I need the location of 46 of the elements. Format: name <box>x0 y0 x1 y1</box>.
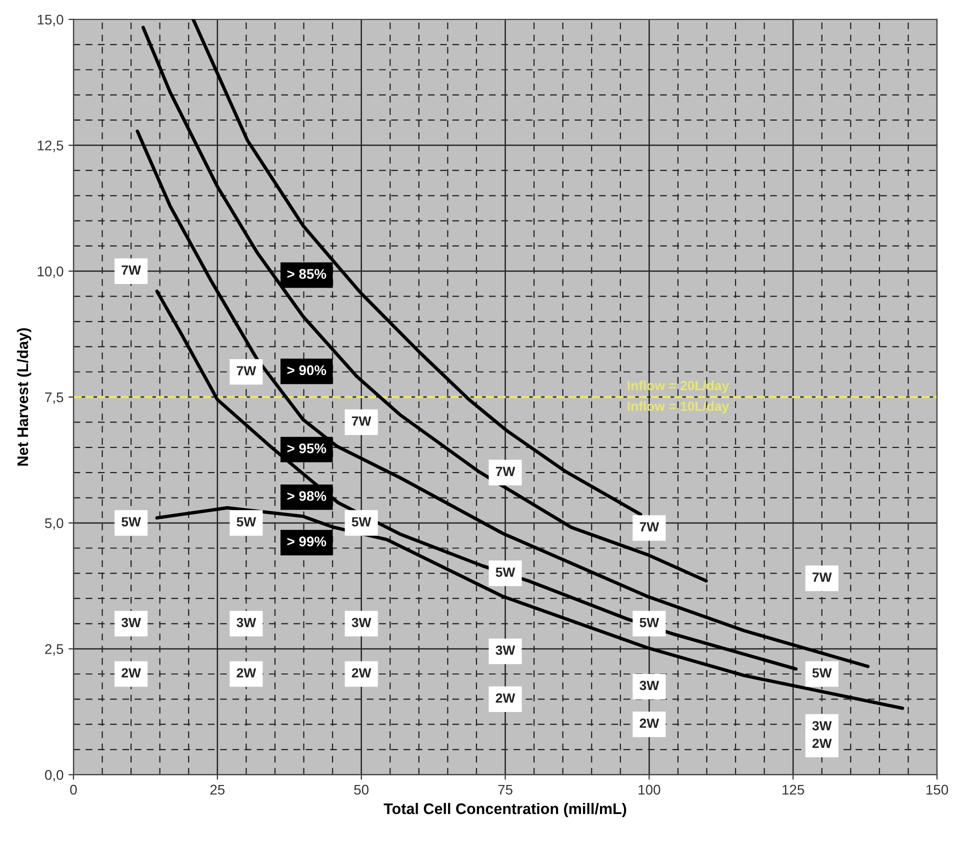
annotation: 2W <box>236 668 256 678</box>
annotation: 3W <box>640 680 660 690</box>
y-tick-label: 12,5 <box>38 140 64 152</box>
y-tick-label: 0,0 <box>45 770 64 782</box>
line-series <box>155 506 904 710</box>
annotation: 2W <box>352 668 372 678</box>
series-label: > 85% <box>287 269 326 279</box>
annotation: 5W <box>496 568 516 577</box>
y-tick-label: 7,5 <box>45 392 64 404</box>
annotation: 2W <box>122 668 141 678</box>
series-label: > 95% <box>287 443 326 454</box>
annotation: 3W <box>496 646 516 655</box>
series-label: > 90% <box>287 365 326 376</box>
annotation: 5W <box>352 517 372 527</box>
x-tick-label: 25 <box>210 784 225 795</box>
annotation: 7W <box>122 266 141 275</box>
annotation: 5W <box>812 668 832 678</box>
series-label: > 99% <box>287 536 326 546</box>
annotation: 7W <box>640 522 660 532</box>
x-tick-label: 0 <box>70 784 77 795</box>
annotation: 3W <box>236 618 256 628</box>
annotation: 7W <box>812 572 832 582</box>
annotation: 2W <box>812 738 832 748</box>
annotation: 5W <box>122 517 141 526</box>
x-tick-label: 100 <box>638 784 660 795</box>
y-axis-title: Net Harvest (L/day) <box>16 328 32 466</box>
annotation: 3W <box>812 721 832 730</box>
annotation: 5W <box>640 618 660 628</box>
y-tick-label: 2,5 <box>45 644 64 656</box>
annotation: 3W <box>352 618 372 628</box>
x-tick-label: 75 <box>498 784 512 795</box>
x-tick-label: 125 <box>782 784 804 795</box>
x-tick-label: 50 <box>354 784 369 795</box>
annotation: 7W <box>236 366 256 376</box>
y-tick-label: 15,0 <box>38 14 64 26</box>
x-tick-label: 150 <box>926 784 948 795</box>
annotation: 7W <box>352 416 372 426</box>
x-axis-title: Total Cell Concentration (mill/mL) <box>384 802 626 818</box>
annotation: 2W <box>640 718 660 728</box>
series-label: > 98% <box>287 491 326 501</box>
annotation: 5W <box>236 517 256 526</box>
annotation: 7W <box>496 466 516 476</box>
y-tick-label: 10,0 <box>38 266 64 278</box>
annotation: 3W <box>121 618 141 628</box>
y-tick-label: 5,0 <box>45 518 64 530</box>
annotation: 2W <box>496 693 516 703</box>
